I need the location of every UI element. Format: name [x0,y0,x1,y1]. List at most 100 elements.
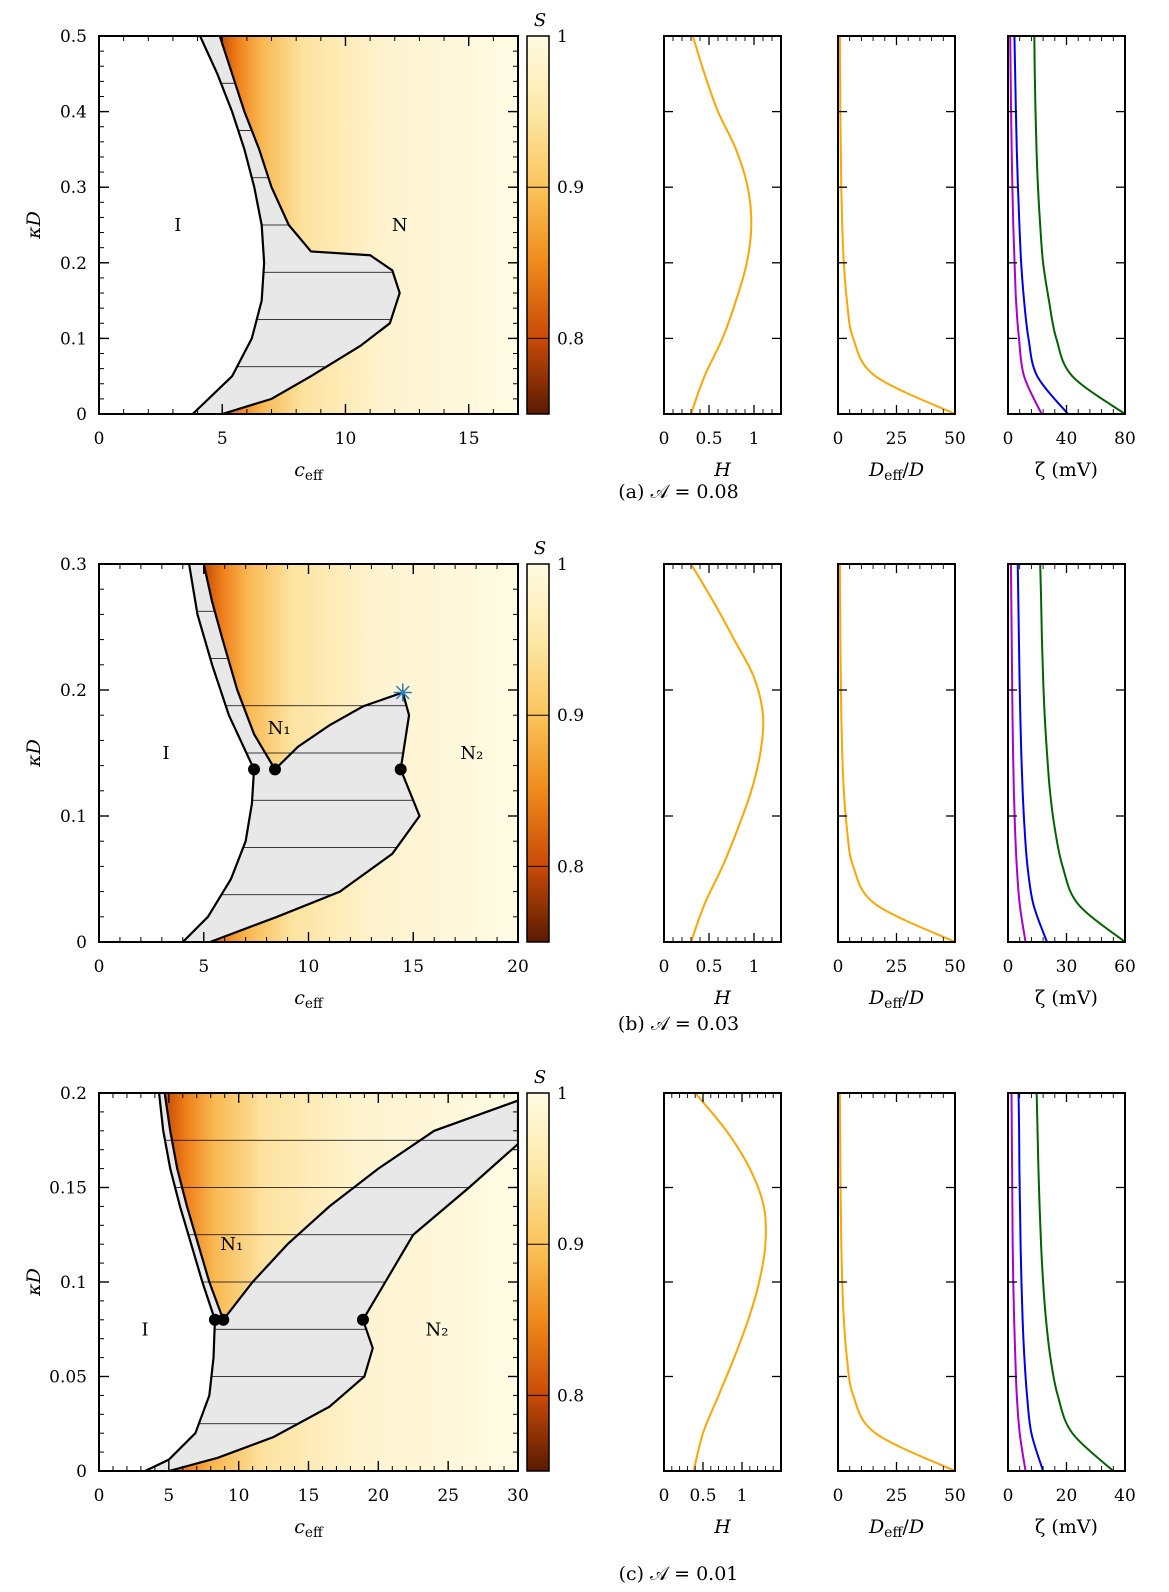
y-tick-label: 0.05 [49,1368,87,1388]
H-profile-curve [690,564,765,942]
x-tick-label: 10 [298,957,320,977]
Deff-axis-label: Deff/D [868,1516,924,1541]
colorbar-label: S [534,1067,546,1088]
subplot-x-tick-label: 0 [659,429,670,449]
Deff-profile: 0 25 50 [833,563,966,977]
subplot-frame [663,563,782,943]
zeta-profile: 0 20 40 [1003,1092,1136,1506]
x-tick-label: 0 [94,429,105,449]
subplot-x-tick-label: 25 [886,429,908,449]
colorbar [526,35,550,415]
H-axis-label: H [713,1516,731,1538]
zeta-profile: 0 30 60 [1003,563,1136,977]
H-profile: 0 0.5 1 [659,563,782,977]
colorbar-tick-label: 0.9 [557,1235,584,1255]
H-axis-label: H [713,459,731,481]
subplot-x-tick-label: 20 [1056,1486,1078,1506]
colorbar [526,563,550,943]
colorbar-tick-label: 0.8 [557,857,584,877]
y-tick-label: 0 [76,933,87,953]
x-tick-label: 0 [94,957,105,977]
colorbar-tick-label: 1 [557,1084,568,1104]
subplot-frame [837,1092,956,1472]
nematic-heatmap [203,564,518,942]
y-tick-label: 0 [76,1462,87,1482]
y-tick-label: 0.2 [60,1084,87,1104]
colorbar-label: S [534,10,546,31]
subplot-x-tick-label: 0 [1003,1486,1014,1506]
colorbar [526,1092,550,1472]
plot-frame [98,35,519,415]
zeta-profile-curve [1016,564,1048,942]
H-profile-curve [690,36,753,414]
Deff-axis-label: Deff/D [868,987,924,1012]
subplot-x-tick-label: 50 [944,957,966,977]
zeta-axis-label: ζ (mV) [1035,1516,1098,1538]
zeta-axis-label: ζ (mV) [1035,987,1098,1009]
y-tick-label: 0.4 [60,103,87,123]
subplot-x-tick-label: 25 [886,957,908,977]
x-tick-label: 30 [507,1486,529,1506]
subplot-x-tick-label: 0 [833,957,844,977]
subplot-x-tick-label: 0 [659,1486,670,1506]
subplot-x-tick-label: 0.5 [689,1486,716,1506]
Deff-axis-label: Deff/D [868,459,924,484]
colorbar-tick-label: 1 [557,27,568,47]
phase-boundary-right [202,564,421,942]
subplot-x-tick-label: 0 [833,429,844,449]
y-tick-label: 0.2 [60,254,87,274]
subplot-frame [837,35,956,415]
subplot-x-tick-label: 40 [1114,1486,1136,1506]
phase-boundary-left [191,36,266,414]
subplot-frame [1007,563,1126,943]
x-tick-label: 15 [298,1486,320,1506]
region-label: I [162,743,169,764]
panel-caption: (c) 𝒜 = 0.01 [619,1563,739,1585]
triple-point [356,1313,369,1326]
y-tick-label: 0.3 [60,178,87,198]
panel-caption: (b) 𝒜 = 0.03 [618,1013,739,1035]
phase-boundary-left [182,564,256,942]
subplot-x-tick-label: 0.5 [695,429,722,449]
x-tick-label: 15 [402,957,424,977]
x-tick-label: 0 [94,1486,105,1506]
critical-point-star [395,685,410,700]
Deff-profile-curve [838,1093,955,1471]
subplot-x-tick-label: 0.5 [695,957,722,977]
subplot-x-tick-label: 80 [1114,429,1136,449]
subplot-x-tick-label: 1 [749,429,760,449]
region-label: N₁ [268,718,291,739]
x-tick-label: 10 [228,1486,250,1506]
subplot-x-tick-label: 0 [1003,957,1014,977]
triple-point [248,763,261,776]
region-label: I [174,215,181,236]
Deff-profile-curve [838,36,955,414]
y-tick-label: 0 [76,405,87,425]
y-tick-label: 0.15 [49,1179,87,1199]
zeta-axis-label: ζ (mV) [1035,459,1098,481]
region-label: N₁ [220,1234,243,1255]
zeta-profile-curve [1009,36,1043,414]
x-tick-label: 5 [217,429,228,449]
zeta-profile-curve [1009,564,1027,942]
subplot-x-tick-label: 50 [944,429,966,449]
phase-boundary-right [163,1093,518,1471]
H-profile: 0 0.5 1 [659,35,782,449]
H-profile: 0 0.5 1 [659,1092,782,1506]
subplot-x-tick-label: 1 [737,1486,748,1506]
region-label: I [142,1319,149,1340]
colorbar-tick-label: 1 [557,555,568,575]
x-tick-label: 25 [437,1486,459,1506]
phase-boundary-left [144,1093,217,1471]
subplot-x-tick-label: 50 [944,1486,966,1506]
x-tick-label: 20 [507,957,529,977]
y-tick-label: 0.5 [60,27,87,47]
phase-boundary-right [218,36,401,414]
triple-point [217,1313,230,1326]
colorbar-tick-label: 0.9 [557,706,584,726]
y-tick-label: 0.3 [60,555,87,575]
y-axis-label: κD [23,1268,45,1297]
